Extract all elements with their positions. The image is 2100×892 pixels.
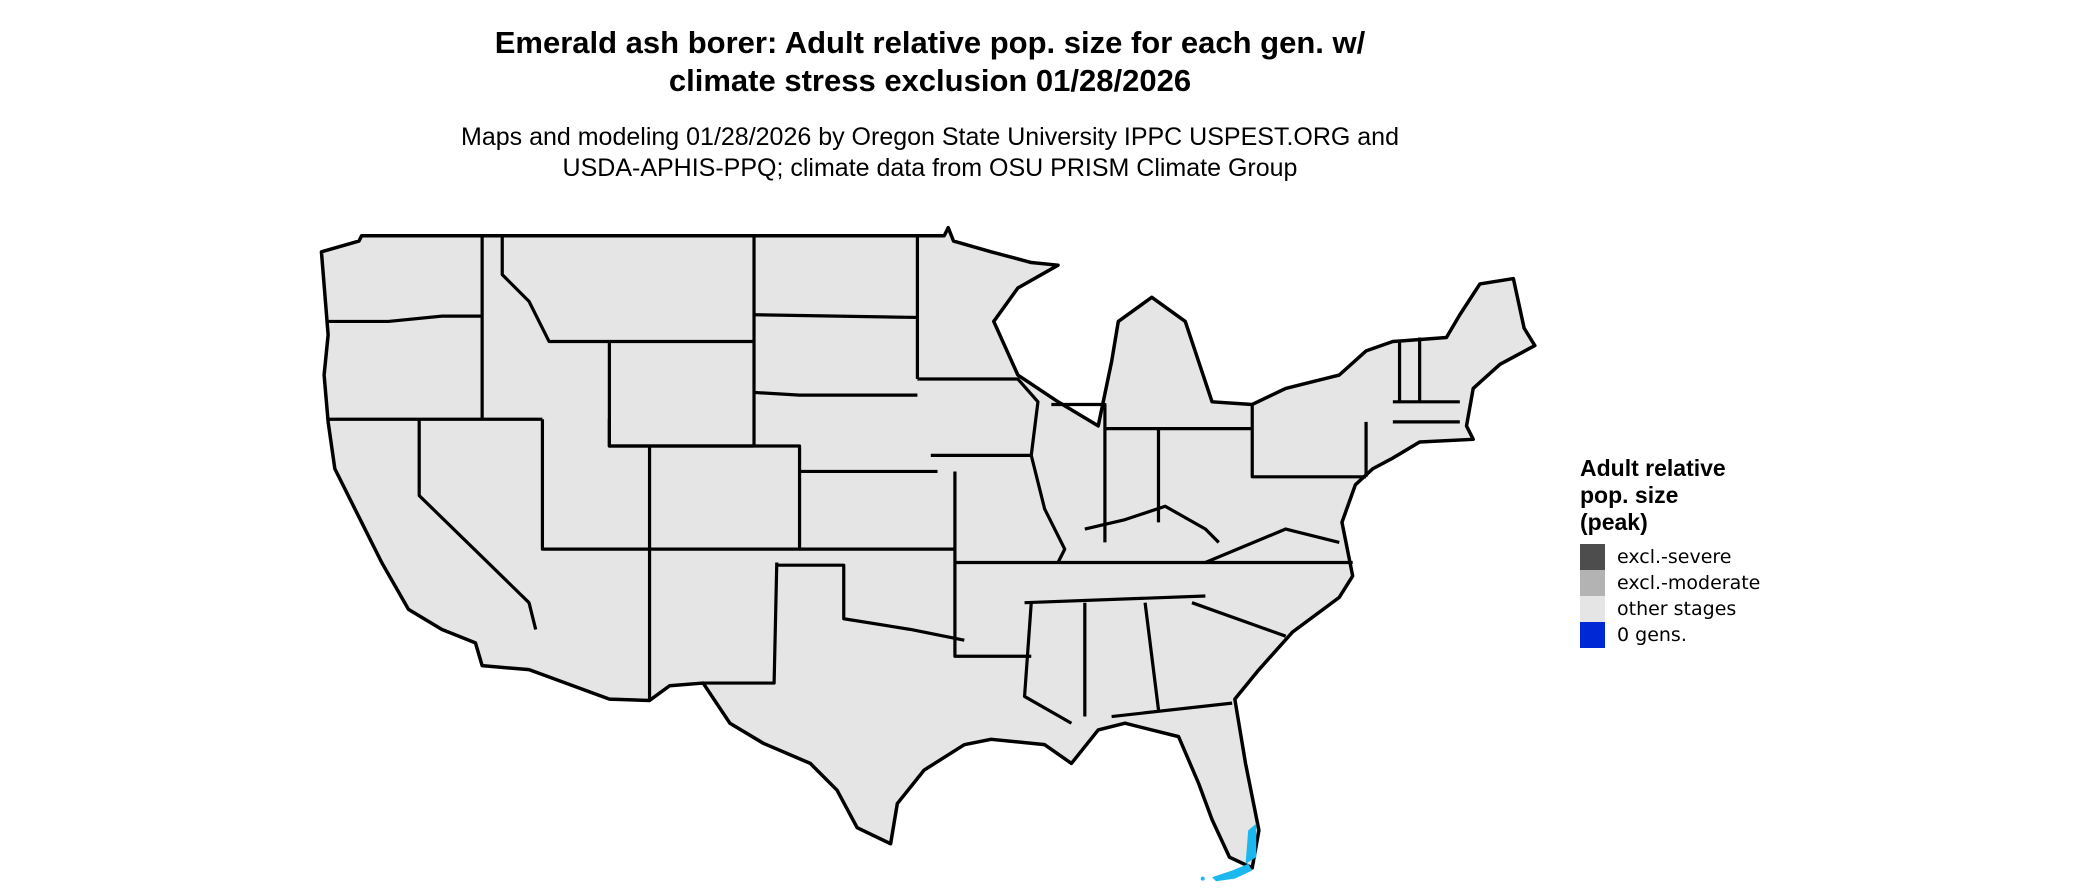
map-title: Emerald ash borer: Adult relative pop. s… — [330, 24, 1530, 100]
legend-label: excl.-severe — [1617, 546, 1732, 568]
legend-swatch — [1580, 596, 1605, 622]
legend-item-excl-moderate: excl.-moderate — [1580, 570, 1780, 596]
legend-swatch — [1580, 544, 1605, 570]
title-line-1: Emerald ash borer: Adult relative pop. s… — [494, 25, 1366, 60]
legend-swatch — [1580, 622, 1605, 648]
title-line-2: climate stress exclusion 01/28/2026 — [668, 63, 1192, 98]
legend-title-line: pop. size — [1580, 482, 1679, 508]
legend-label: 0 gens. — [1617, 624, 1687, 646]
legend-item-0-gens: 0 gens. — [1580, 622, 1780, 648]
legend-label: excl.-moderate — [1617, 572, 1761, 594]
legend-title: Adult relative pop. size (peak) — [1580, 455, 1780, 536]
zero-gens-region — [1200, 823, 1257, 882]
legend-title-line: Adult relative — [1580, 455, 1726, 481]
subtitle-line-2: USDA-APHIS-PPQ; climate data from OSU PR… — [562, 154, 1298, 182]
legend: Adult relative pop. size (peak) excl.-se… — [1580, 455, 1780, 648]
legend-title-line: (peak) — [1580, 509, 1648, 535]
legend-item-excl-severe: excl.-severe — [1580, 544, 1780, 570]
legend-label: other stages — [1617, 598, 1737, 620]
legend-swatch — [1580, 570, 1605, 596]
subtitle-line-1: Maps and modeling 01/28/2026 by Oregon S… — [461, 123, 1399, 151]
map-subtitle: Maps and modeling 01/28/2026 by Oregon S… — [330, 122, 1530, 184]
state-boundaries — [328, 235, 1460, 725]
legend-item-other-stages: other stages — [1580, 596, 1780, 622]
